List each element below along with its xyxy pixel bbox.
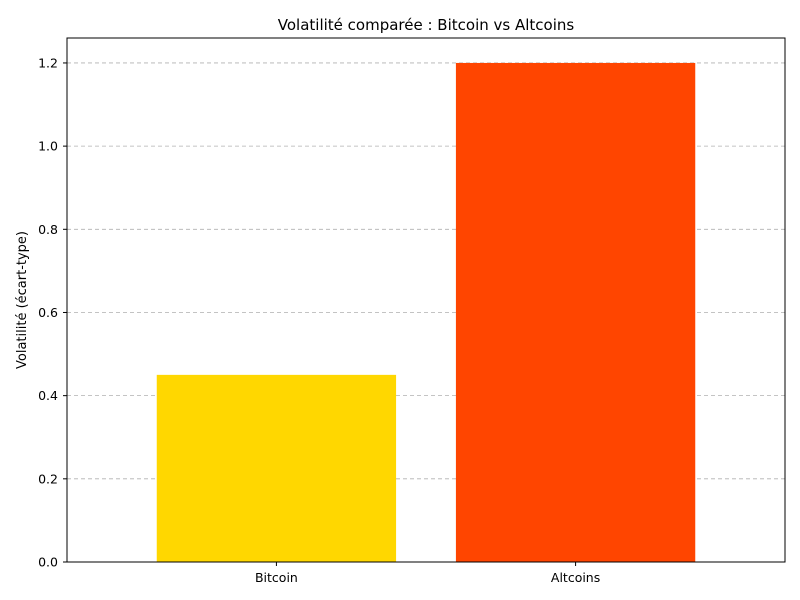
y-tick-label: 0.4 bbox=[38, 388, 58, 403]
chart-title: Volatilité comparée : Bitcoin vs Altcoin… bbox=[278, 16, 575, 34]
y-tick-label: 1.0 bbox=[38, 139, 58, 154]
y-tick-label: 1.2 bbox=[38, 55, 58, 70]
bar-bitcoin bbox=[156, 374, 397, 562]
bars bbox=[156, 62, 696, 562]
x-tick-label: Bitcoin bbox=[255, 570, 298, 585]
y-tick-label: 0.2 bbox=[38, 471, 58, 486]
y-tick-label: 0.8 bbox=[38, 222, 58, 237]
y-tick-label: 0.0 bbox=[38, 555, 58, 570]
plot-frame bbox=[66, 37, 786, 563]
bar-altcoins bbox=[455, 62, 696, 562]
x-axis-ticks: Bitcoin Altcoins bbox=[255, 562, 600, 585]
y-axis-ticks: 0.0 0.2 0.4 0.6 0.8 1.0 1.2 bbox=[38, 55, 67, 570]
y-tick-label: 0.6 bbox=[38, 305, 58, 320]
x-tick-label: Altcoins bbox=[551, 570, 600, 585]
y-axis-label: Volatilité (écart-type) bbox=[15, 231, 30, 369]
